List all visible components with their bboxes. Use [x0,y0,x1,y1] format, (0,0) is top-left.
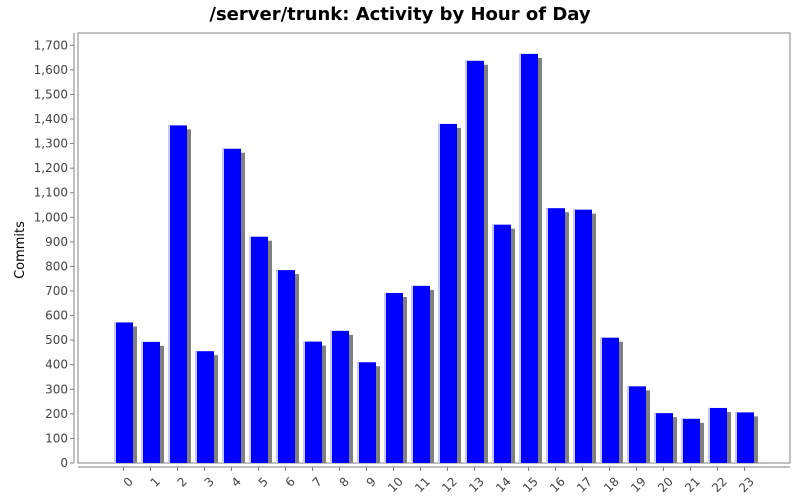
bar-highlight-4 [222,148,224,463]
bar-21 [681,418,700,463]
x-tick-label: 19 [628,474,649,495]
x-tick-label: 18 [601,474,622,495]
x-tick-label: 7 [310,474,325,489]
bar-0 [114,322,133,463]
bar-highlight-12 [438,123,440,464]
x-tick-label: 17 [574,474,595,495]
bar-highlight-1 [141,341,143,463]
chart-title: /server/trunk: Activity by Hour of Day [209,4,590,25]
y-tick-label: 500 [45,333,68,347]
x-tick-label: 14 [493,474,514,495]
y-tick-label: 100 [45,431,68,445]
bar-highlight-21 [681,418,683,463]
bar-2 [168,125,187,463]
bar-highlight-14 [492,224,494,463]
x-tick-label: 16 [547,474,568,495]
bar-highlight-23 [735,412,737,463]
bar-highlight-7 [303,341,305,463]
bar-highlight-11 [411,285,413,463]
bar-highlight-10 [384,292,386,463]
bar-highlight-9 [357,362,359,463]
bar-highlight-16 [546,208,548,463]
bar-highlight-0 [114,322,116,463]
bar-highlight-13 [465,60,467,463]
y-tick-label: 1,500 [34,87,68,101]
bar-10 [384,292,403,463]
x-tick-label: 23 [736,474,757,495]
y-tick-label: 700 [45,284,68,298]
y-axis-label: Commits [13,221,28,279]
x-tick-label: 5 [256,474,271,489]
y-tick-label: 1,300 [34,137,68,151]
y-tick-label: 0 [60,456,68,470]
bar-18 [600,337,619,463]
y-tick-label: 400 [45,358,68,372]
y-tick-label: 800 [45,259,68,273]
x-tick-label: 12 [439,474,460,495]
bar-highlight-2 [168,125,170,463]
bar-highlight-15 [519,53,521,464]
y-tick-label: 1,700 [34,38,68,52]
y-tick-label: 200 [45,407,68,421]
x-tick-label: 2 [175,474,190,489]
bar-highlight-6 [276,270,278,463]
bar-19 [627,386,646,463]
bar-highlight-20 [654,413,656,463]
bars-group [114,53,758,464]
bar-7 [303,341,322,463]
x-tick-label: 21 [682,474,703,495]
x-tick-label: 3 [202,474,217,489]
bar-20 [654,413,673,463]
bar-5 [249,236,268,463]
bar-highlight-17 [573,209,575,463]
y-tick-label: 300 [45,382,68,396]
bar-8 [330,330,349,463]
x-tick-label: 13 [466,474,487,495]
bar-highlight-18 [600,337,602,463]
x-tick-label: 1 [148,474,163,489]
bar-6 [276,270,295,463]
bar-4 [222,148,241,463]
bar-16 [546,208,565,463]
x-tick-label: 22 [709,474,730,495]
x-tick-label: 4 [229,474,244,489]
bar-17 [573,209,592,463]
x-tick-label: 10 [385,474,406,495]
bar-23 [735,412,754,463]
bar-3 [195,351,214,463]
y-tick-label: 1,000 [34,210,68,224]
x-tick-label: 9 [364,474,379,489]
x-tick-label: 15 [520,474,541,495]
x-tick-label: 8 [337,474,352,489]
bar-12 [438,123,457,464]
bar-9 [357,362,376,463]
x-axis: 0 1 2 3 4 5 6 7 8 9 10 11 12 13 14 15 16 17 18 19 20 21 22 23 [78,466,790,495]
bar-highlight-3 [195,351,197,463]
bar-15 [519,53,538,464]
bar-highlight-8 [330,330,332,463]
y-tick-label: 900 [45,235,68,249]
x-tick-label: 6 [283,474,298,489]
y-axis: 0 100 200 300 400 500 600 700 800 900 1,000 1,100 1,… [34,33,75,470]
y-tick-label: 1,200 [34,161,68,175]
bar-highlight-22 [708,407,710,463]
y-tick-label: 600 [45,309,68,323]
x-tick-label: 0 [121,474,136,489]
bar-highlight-19 [627,386,629,463]
y-tick-label: 1,400 [34,112,68,126]
bar-13 [465,60,484,463]
y-tick-label: 1,600 [34,63,68,77]
y-tick-label: 1,100 [34,186,68,200]
bar-11 [411,285,430,463]
bar-14 [492,224,511,463]
bar-1 [141,341,160,463]
x-tick-label: 11 [412,474,433,495]
bar-highlight-5 [249,236,251,463]
bar-22 [708,407,727,463]
x-tick-label: 20 [655,474,676,495]
